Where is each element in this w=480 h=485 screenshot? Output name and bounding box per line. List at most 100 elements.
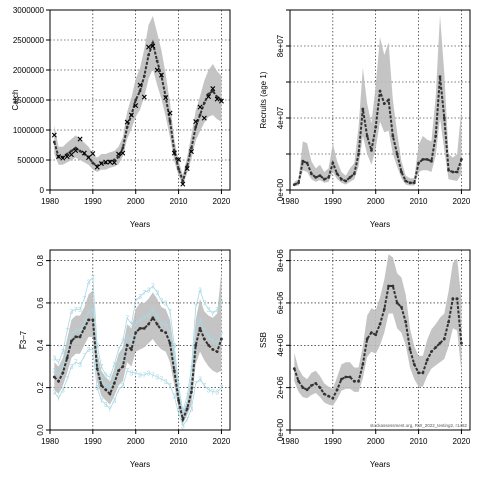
aux-point-marker: 7 xyxy=(108,375,112,382)
estimate-point xyxy=(61,155,65,159)
estimate-point xyxy=(198,326,202,330)
y-tick-label: 1000000 xyxy=(13,126,45,135)
catch-panel: ××××××××××××××××××××××××××××××××××××××××… xyxy=(11,6,231,229)
aux-point-marker: 3 xyxy=(95,385,99,392)
aux-point-marker: 7 xyxy=(177,411,181,418)
aux-line-upper xyxy=(54,276,222,412)
aux-point-marker: 7 xyxy=(134,298,138,305)
aux-point-marker: 3 xyxy=(147,288,151,295)
observed-point: × xyxy=(206,92,212,103)
estimate-point xyxy=(74,335,78,339)
observed-point: × xyxy=(133,101,139,112)
aux-point-marker: 3 xyxy=(69,332,73,339)
x-axis-label: Years xyxy=(130,460,150,469)
aux-point-marker: 3 xyxy=(61,387,65,394)
estimate-point xyxy=(168,341,172,345)
estimate-point xyxy=(451,170,455,174)
estimate-point xyxy=(172,369,176,373)
x-tick-label: 2000 xyxy=(367,197,385,206)
estimate-point xyxy=(365,134,369,138)
aux-point-marker: 7 xyxy=(134,322,138,329)
observed-point: × xyxy=(56,152,62,163)
observed-point: × xyxy=(180,180,186,191)
estimate-point xyxy=(155,59,159,63)
estimate-point xyxy=(65,152,69,156)
estimate-point xyxy=(292,183,296,187)
y-tick-label: 8e+07 xyxy=(276,34,285,57)
y-tick-label: 4e+06 xyxy=(276,334,285,357)
aux-point-marker: 7 xyxy=(219,300,223,307)
estimate-point xyxy=(160,74,163,78)
aux-point-marker: 7 xyxy=(168,383,172,390)
estimate-point xyxy=(365,337,369,341)
estimate-point xyxy=(301,159,305,163)
estimate-point xyxy=(460,341,463,345)
aux-point-marker: 3 xyxy=(215,341,219,348)
y-tick-label: 8e+06 xyxy=(276,249,285,272)
estimate-point xyxy=(412,362,416,366)
aux-point-marker: 3 xyxy=(112,375,116,382)
estimate-point xyxy=(220,337,223,341)
aux-point-marker: 7 xyxy=(219,332,223,339)
estimate-point xyxy=(404,320,408,324)
estimate-point xyxy=(74,146,78,150)
aux-point-marker: 3 xyxy=(207,334,211,341)
estimate-point xyxy=(442,116,446,120)
aux-point-marker: 7 xyxy=(211,389,215,396)
estimate-point xyxy=(61,371,65,375)
aux-point-marker: 3 xyxy=(121,383,125,390)
x-tick-label: 2020 xyxy=(213,437,231,446)
aux-point-marker: 7 xyxy=(194,330,198,337)
estimate-point xyxy=(91,318,95,322)
estimate-point xyxy=(357,379,360,383)
aux-point-marker: 7 xyxy=(74,328,78,335)
estimate-point xyxy=(417,371,420,375)
aux-point-marker: 7 xyxy=(142,290,146,297)
observed-point: × xyxy=(176,155,182,166)
estimate-point xyxy=(374,125,378,129)
estimate-line xyxy=(53,315,223,423)
estimate-point xyxy=(121,365,125,368)
aux-point-marker: 7 xyxy=(57,360,61,367)
aux-point-marker: 7 xyxy=(219,385,223,392)
estimate-point xyxy=(425,158,429,161)
estimate-point xyxy=(387,98,390,102)
aux-line-lower xyxy=(53,349,222,427)
watermark: stockassessment.org, RW_2022_testing2, r… xyxy=(370,423,467,428)
estimate-point xyxy=(438,75,442,78)
aux-point-marker: 7 xyxy=(185,394,189,401)
estimate-point xyxy=(447,168,450,172)
estimate-point xyxy=(331,396,335,400)
estimate-point xyxy=(348,176,352,179)
x-tick-label: 2000 xyxy=(367,437,385,446)
aux-point-marker: 7 xyxy=(151,284,155,291)
plot-area xyxy=(292,254,463,406)
estimate-point xyxy=(327,176,330,179)
aux-point-marker: 7 xyxy=(125,315,129,322)
y-tick-label: 0 xyxy=(40,186,45,195)
estimate-point xyxy=(164,95,168,99)
aux-point-marker: 3 xyxy=(164,322,168,329)
estimate-point xyxy=(425,358,429,362)
observed-point: × xyxy=(214,94,220,105)
estimate-point xyxy=(207,343,210,347)
estimate-point xyxy=(125,343,129,347)
aux-point-marker: 7 xyxy=(185,417,189,424)
estimate-point xyxy=(395,301,399,305)
y-tick-label: 0.4 xyxy=(36,339,45,351)
estimate-point xyxy=(370,149,373,152)
estimate-point xyxy=(185,164,189,168)
aux-point-marker: 3 xyxy=(181,423,185,430)
estimate-point xyxy=(442,337,446,341)
x-tick-label: 1990 xyxy=(84,437,102,446)
estimate-point xyxy=(335,172,339,176)
estimate-point xyxy=(117,369,120,373)
x-axis-label: Years xyxy=(370,460,390,469)
estimate-point xyxy=(331,161,335,165)
aux-point-marker: 7 xyxy=(151,307,155,314)
estimate-point xyxy=(455,297,459,301)
estimate-point xyxy=(460,158,463,161)
aux-point-marker: 7 xyxy=(99,364,103,371)
observed-point: × xyxy=(141,93,147,104)
aux-point-marker: 7 xyxy=(134,370,138,377)
